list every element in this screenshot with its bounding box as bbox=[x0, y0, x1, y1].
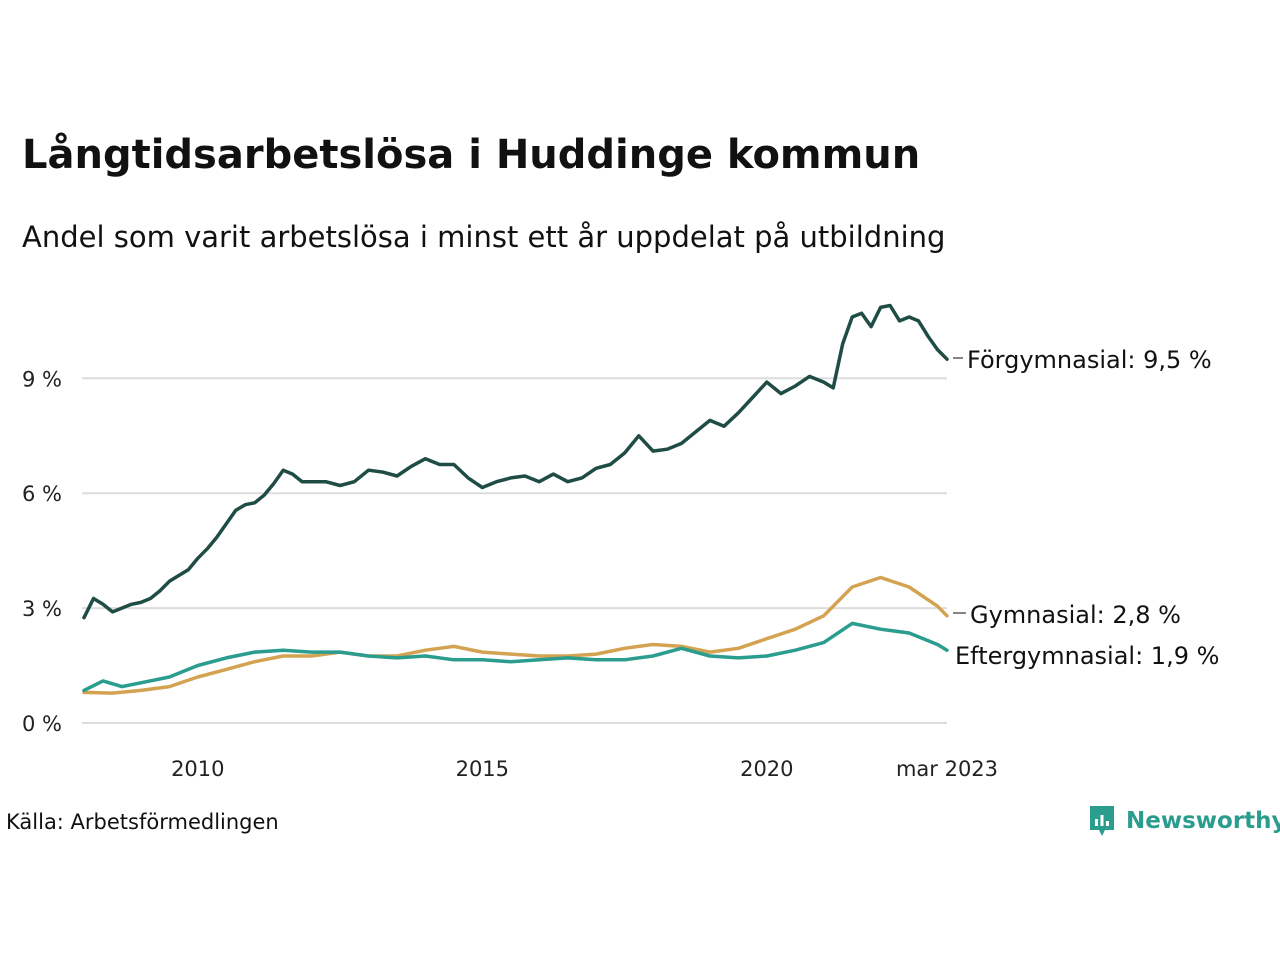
chart-subtitle: Andel som varit arbetslösa i minst ett å… bbox=[22, 220, 946, 254]
brand-name: Newsworthy bbox=[1126, 808, 1280, 834]
x-axis-ticks: 2010 2015 2020 mar 2023 bbox=[171, 757, 998, 781]
x-tick-label: 2015 bbox=[456, 757, 509, 781]
y-tick-label: 3 % bbox=[22, 597, 62, 621]
series-label-gymnasial: Gymnasial: 2,8 % bbox=[970, 601, 1181, 629]
gridlines bbox=[82, 377, 947, 724]
series-end-labels: Förgymnasial: 9,5 % Gymnasial: 2,8 % Efter… bbox=[953, 346, 1219, 670]
x-tick-label: mar 2023 bbox=[896, 757, 998, 781]
series-label-forgymnasial: Förgymnasial: 9,5 % bbox=[967, 346, 1212, 374]
source-note: Källa: Arbetsförmedlingen bbox=[6, 810, 279, 834]
y-tick-label: 9 % bbox=[22, 367, 62, 391]
chart-title: Långtidsarbetslösa i Huddinge kommun bbox=[22, 132, 921, 178]
x-tick-label: 2010 bbox=[171, 757, 224, 781]
x-tick-label: 2020 bbox=[740, 757, 793, 781]
y-axis-ticks: 0 % 3 % 6 % 9 % bbox=[22, 367, 62, 736]
series-line-eftergymnasial bbox=[82, 621, 949, 693]
brand-logo: Newsworthy bbox=[1088, 804, 1280, 838]
y-tick-label: 0 % bbox=[22, 712, 62, 736]
y-tick-label: 6 % bbox=[22, 482, 62, 506]
series-lines bbox=[82, 303, 949, 695]
series-line-forgymnasial bbox=[82, 303, 949, 620]
series-label-eftergymnasial: Eftergymnasial: 1,9 % bbox=[955, 642, 1219, 670]
series-line-gymnasial bbox=[82, 575, 949, 695]
newsworthy-logo-icon bbox=[1090, 806, 1114, 836]
